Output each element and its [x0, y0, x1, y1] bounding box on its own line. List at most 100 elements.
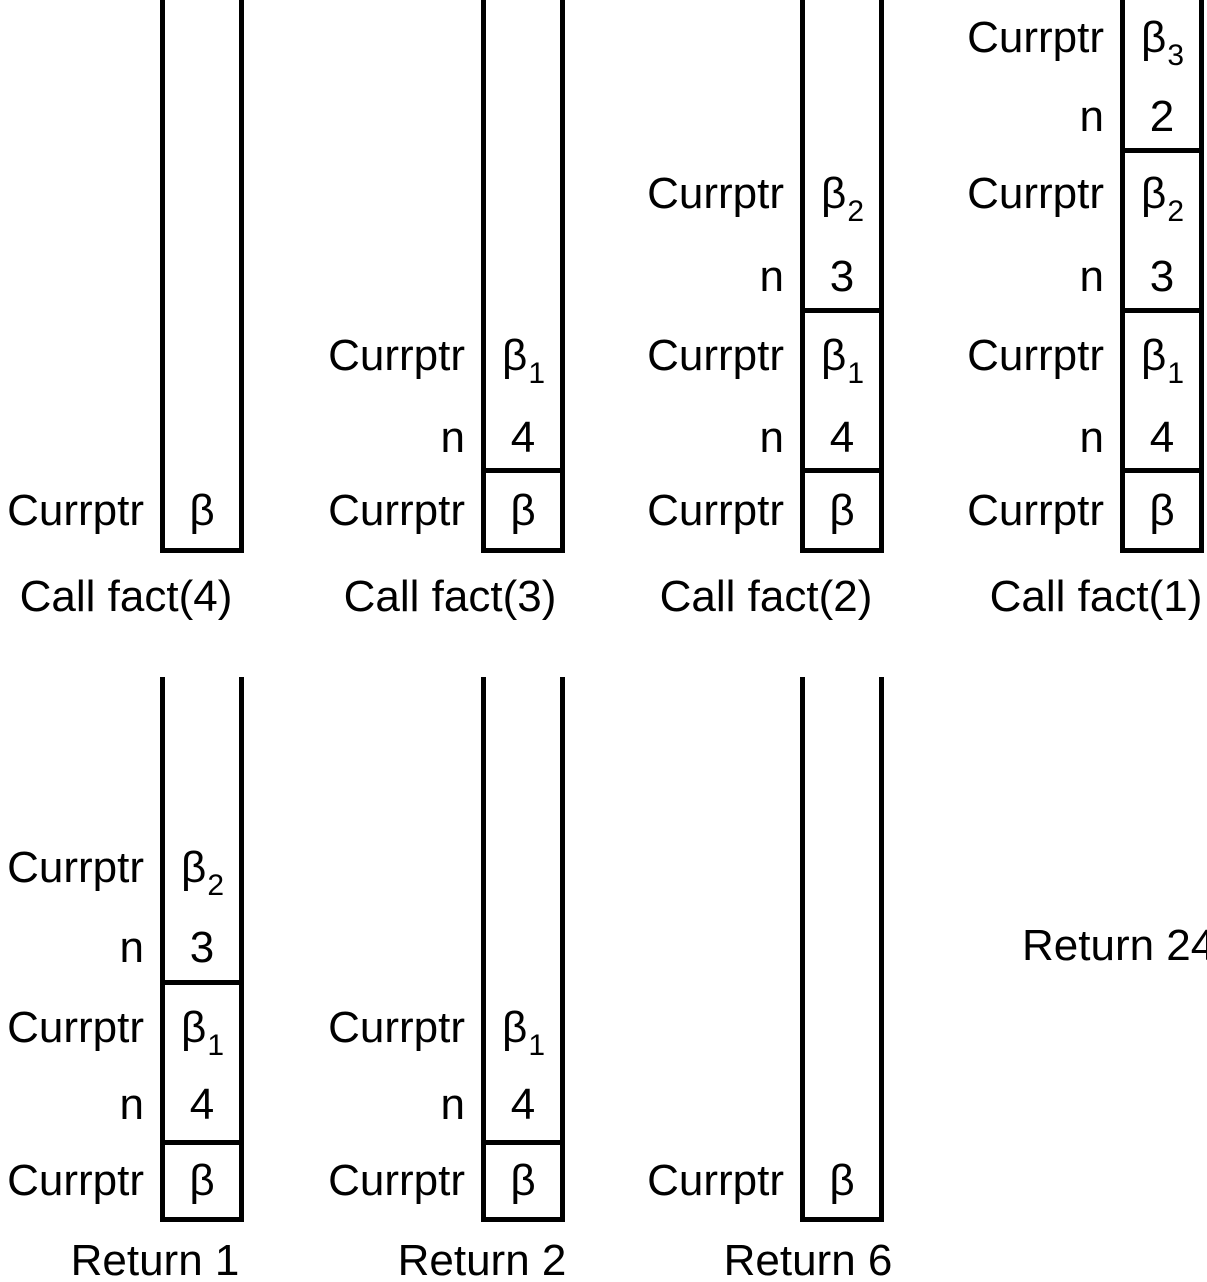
n-label: n — [759, 413, 784, 462]
frame-divider — [1120, 148, 1204, 153]
currptr-label: Currptr — [647, 331, 784, 380]
beta-symbol: β — [189, 1156, 215, 1205]
frame-divider — [800, 468, 884, 473]
n-value: 3 — [189, 923, 215, 972]
beta-symbol: β — [821, 331, 847, 380]
currptr-label: Currptr — [328, 1156, 465, 1205]
cell-value: β2 — [800, 169, 884, 227]
beta-symbol: β — [502, 331, 528, 380]
currptr-label: Currptr — [967, 486, 1104, 535]
n-label: n — [119, 1080, 144, 1129]
cell-value: β3 — [1120, 13, 1204, 71]
stack-column — [1120, 0, 1204, 553]
stack-caption: Return 6 — [723, 1236, 893, 1282]
beta-symbol: β — [1141, 331, 1167, 380]
frame-divider — [481, 468, 565, 473]
cell-value: 3 — [160, 926, 244, 970]
frame-divider — [481, 1140, 565, 1145]
beta-symbol: β — [181, 1003, 207, 1052]
cell-value: β1 — [1120, 331, 1204, 389]
cell-value: β — [481, 489, 565, 533]
beta-symbol: β — [510, 1156, 536, 1205]
n-value: 2 — [1149, 92, 1175, 141]
currptr-label: Currptr — [7, 843, 144, 892]
frame-divider — [1120, 468, 1204, 473]
cell-value: 3 — [800, 255, 884, 299]
beta-symbol: β — [829, 486, 855, 535]
beta-symbol: β — [1141, 13, 1167, 62]
cell-value: β — [800, 1159, 884, 1203]
frame-divider — [800, 308, 884, 313]
cell-value: β — [1120, 489, 1204, 533]
cell-value: β — [481, 1159, 565, 1203]
cell-value: β — [800, 489, 884, 533]
n-value: 3 — [1149, 252, 1175, 301]
currptr-label: Currptr — [967, 169, 1104, 218]
beta-symbol: β — [181, 843, 207, 892]
cell-value: 3 — [1120, 255, 1204, 299]
beta-symbol: β — [502, 1003, 528, 1052]
n-value: 4 — [1149, 413, 1175, 462]
n-value: 3 — [829, 252, 855, 301]
beta-subscript: 1 — [207, 1029, 224, 1062]
n-label: n — [759, 252, 784, 301]
frame-divider — [160, 1140, 244, 1145]
cell-value: 4 — [800, 416, 884, 460]
cell-value: β1 — [481, 1003, 565, 1061]
n-label: n — [440, 413, 465, 462]
cell-value: 4 — [1120, 416, 1204, 460]
stack-column — [481, 0, 565, 553]
n-label: n — [1079, 92, 1104, 141]
beta-symbol: β — [189, 486, 215, 535]
n-label: n — [440, 1080, 465, 1129]
n-value: 4 — [510, 413, 536, 462]
beta-symbol: β — [1141, 169, 1167, 218]
beta-subscript: 1 — [847, 357, 864, 390]
stack-column — [800, 677, 884, 1222]
n-label: n — [1079, 252, 1104, 301]
cell-value: 4 — [481, 1083, 565, 1127]
frame-divider — [1120, 308, 1204, 313]
currptr-label: Currptr — [328, 1003, 465, 1052]
stack-column — [481, 677, 565, 1222]
beta-symbol: β — [829, 1156, 855, 1205]
cell-value: 2 — [1120, 95, 1204, 139]
cell-value: β1 — [800, 331, 884, 389]
beta-subscript: 1 — [528, 1029, 545, 1062]
stack-column — [160, 677, 244, 1222]
currptr-label: Currptr — [647, 1156, 784, 1205]
frame-divider — [160, 980, 244, 985]
beta-subscript: 2 — [207, 869, 224, 902]
n-value: 4 — [510, 1080, 536, 1129]
cell-value: 4 — [160, 1083, 244, 1127]
beta-subscript: 2 — [847, 195, 864, 228]
return-result-label: Return 24 — [1022, 921, 1207, 970]
stack-column — [800, 0, 884, 553]
cell-value: β — [160, 489, 244, 533]
currptr-label: Currptr — [7, 1156, 144, 1205]
stack-caption: Return 1 — [70, 1236, 240, 1282]
currptr-label: Currptr — [7, 1003, 144, 1052]
cell-value: β1 — [160, 1003, 244, 1061]
currptr-label: Currptr — [647, 169, 784, 218]
beta-subscript: 1 — [528, 357, 545, 390]
currptr-label: Currptr — [967, 331, 1104, 380]
currptr-label: Currptr — [328, 486, 465, 535]
stack-caption: Call fact(4) — [19, 572, 233, 621]
beta-subscript: 2 — [1167, 195, 1184, 228]
cell-value: β — [160, 1159, 244, 1203]
beta-subscript: 3 — [1167, 39, 1184, 72]
currptr-label: Currptr — [647, 486, 784, 535]
cell-value: β2 — [160, 843, 244, 901]
stack-caption: Call fact(1) — [989, 572, 1203, 621]
cell-value: 4 — [481, 416, 565, 460]
currptr-label: Currptr — [967, 13, 1104, 62]
beta-symbol: β — [821, 169, 847, 218]
cell-value: β2 — [1120, 169, 1204, 227]
n-value: 4 — [829, 413, 855, 462]
beta-subscript: 1 — [1167, 357, 1184, 390]
currptr-label: Currptr — [328, 331, 465, 380]
stack-caption: Return 2 — [397, 1236, 567, 1282]
n-value: 4 — [189, 1080, 215, 1129]
